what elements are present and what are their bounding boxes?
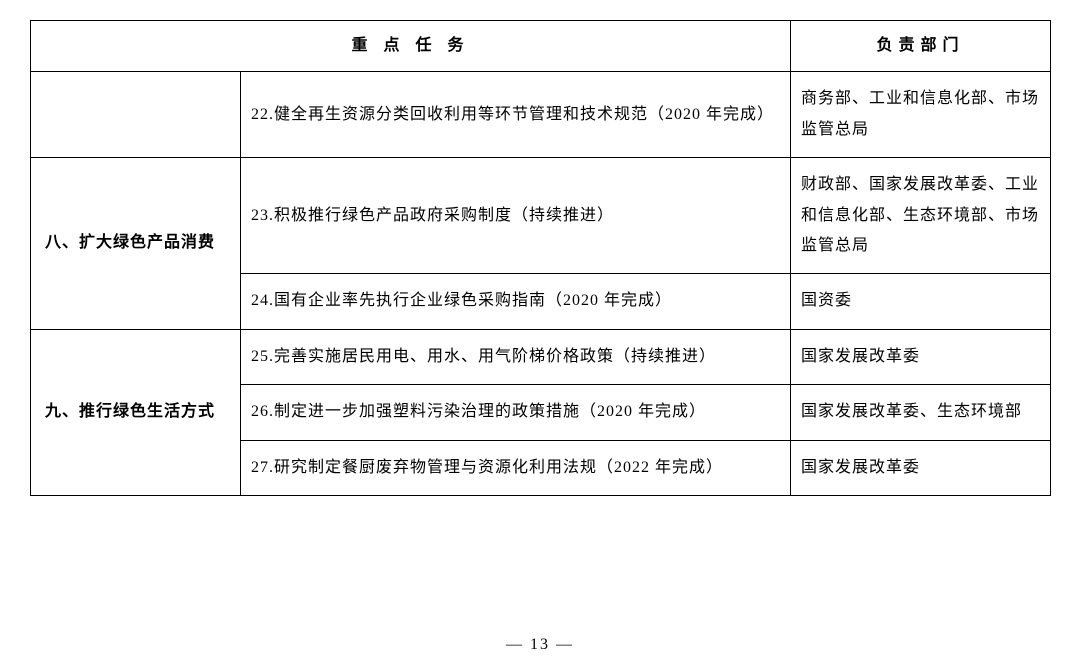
header-dept: 负责部门 bbox=[791, 21, 1051, 72]
task-cell: 24.国有企业率先执行企业绿色采购指南（2020 年完成） bbox=[241, 274, 791, 329]
table-header-row: 重 点 任 务 负责部门 bbox=[31, 21, 1051, 72]
task-cell: 27.研究制定餐厨废弃物管理与资源化利用法规（2022 年完成） bbox=[241, 440, 791, 495]
dept-cell: 国家发展改革委、生态环境部 bbox=[791, 385, 1051, 440]
table-row: 22.健全再生资源分类回收利用等环节管理和技术规范（2020 年完成）商务部、工… bbox=[31, 72, 1051, 158]
category-cell: 八、扩大绿色产品消费 bbox=[31, 158, 241, 330]
table-row: 八、扩大绿色产品消费23.积极推行绿色产品政府采购制度（持续推进）财政部、国家发… bbox=[31, 158, 1051, 274]
table-row: 九、推行绿色生活方式25.完善实施居民用电、用水、用气阶梯价格政策（持续推进）国… bbox=[31, 329, 1051, 384]
dept-cell: 商务部、工业和信息化部、市场监管总局 bbox=[791, 72, 1051, 158]
task-cell: 22.健全再生资源分类回收利用等环节管理和技术规范（2020 年完成） bbox=[241, 72, 791, 158]
dept-cell: 国家发展改革委 bbox=[791, 440, 1051, 495]
table-body: 22.健全再生资源分类回收利用等环节管理和技术规范（2020 年完成）商务部、工… bbox=[31, 72, 1051, 496]
task-cell: 26.制定进一步加强塑料污染治理的政策措施（2020 年完成） bbox=[241, 385, 791, 440]
category-cell: 九、推行绿色生活方式 bbox=[31, 329, 241, 495]
page-number: — 13 — bbox=[30, 636, 1050, 654]
dept-cell: 国资委 bbox=[791, 274, 1051, 329]
header-task: 重 点 任 务 bbox=[31, 21, 791, 72]
tasks-table: 重 点 任 务 负责部门 22.健全再生资源分类回收利用等环节管理和技术规范（2… bbox=[30, 20, 1051, 496]
dept-cell: 国家发展改革委 bbox=[791, 329, 1051, 384]
task-cell: 25.完善实施居民用电、用水、用气阶梯价格政策（持续推进） bbox=[241, 329, 791, 384]
task-cell: 23.积极推行绿色产品政府采购制度（持续推进） bbox=[241, 158, 791, 274]
dept-cell: 财政部、国家发展改革委、工业和信息化部、生态环境部、市场监管总局 bbox=[791, 158, 1051, 274]
category-cell bbox=[31, 72, 241, 158]
